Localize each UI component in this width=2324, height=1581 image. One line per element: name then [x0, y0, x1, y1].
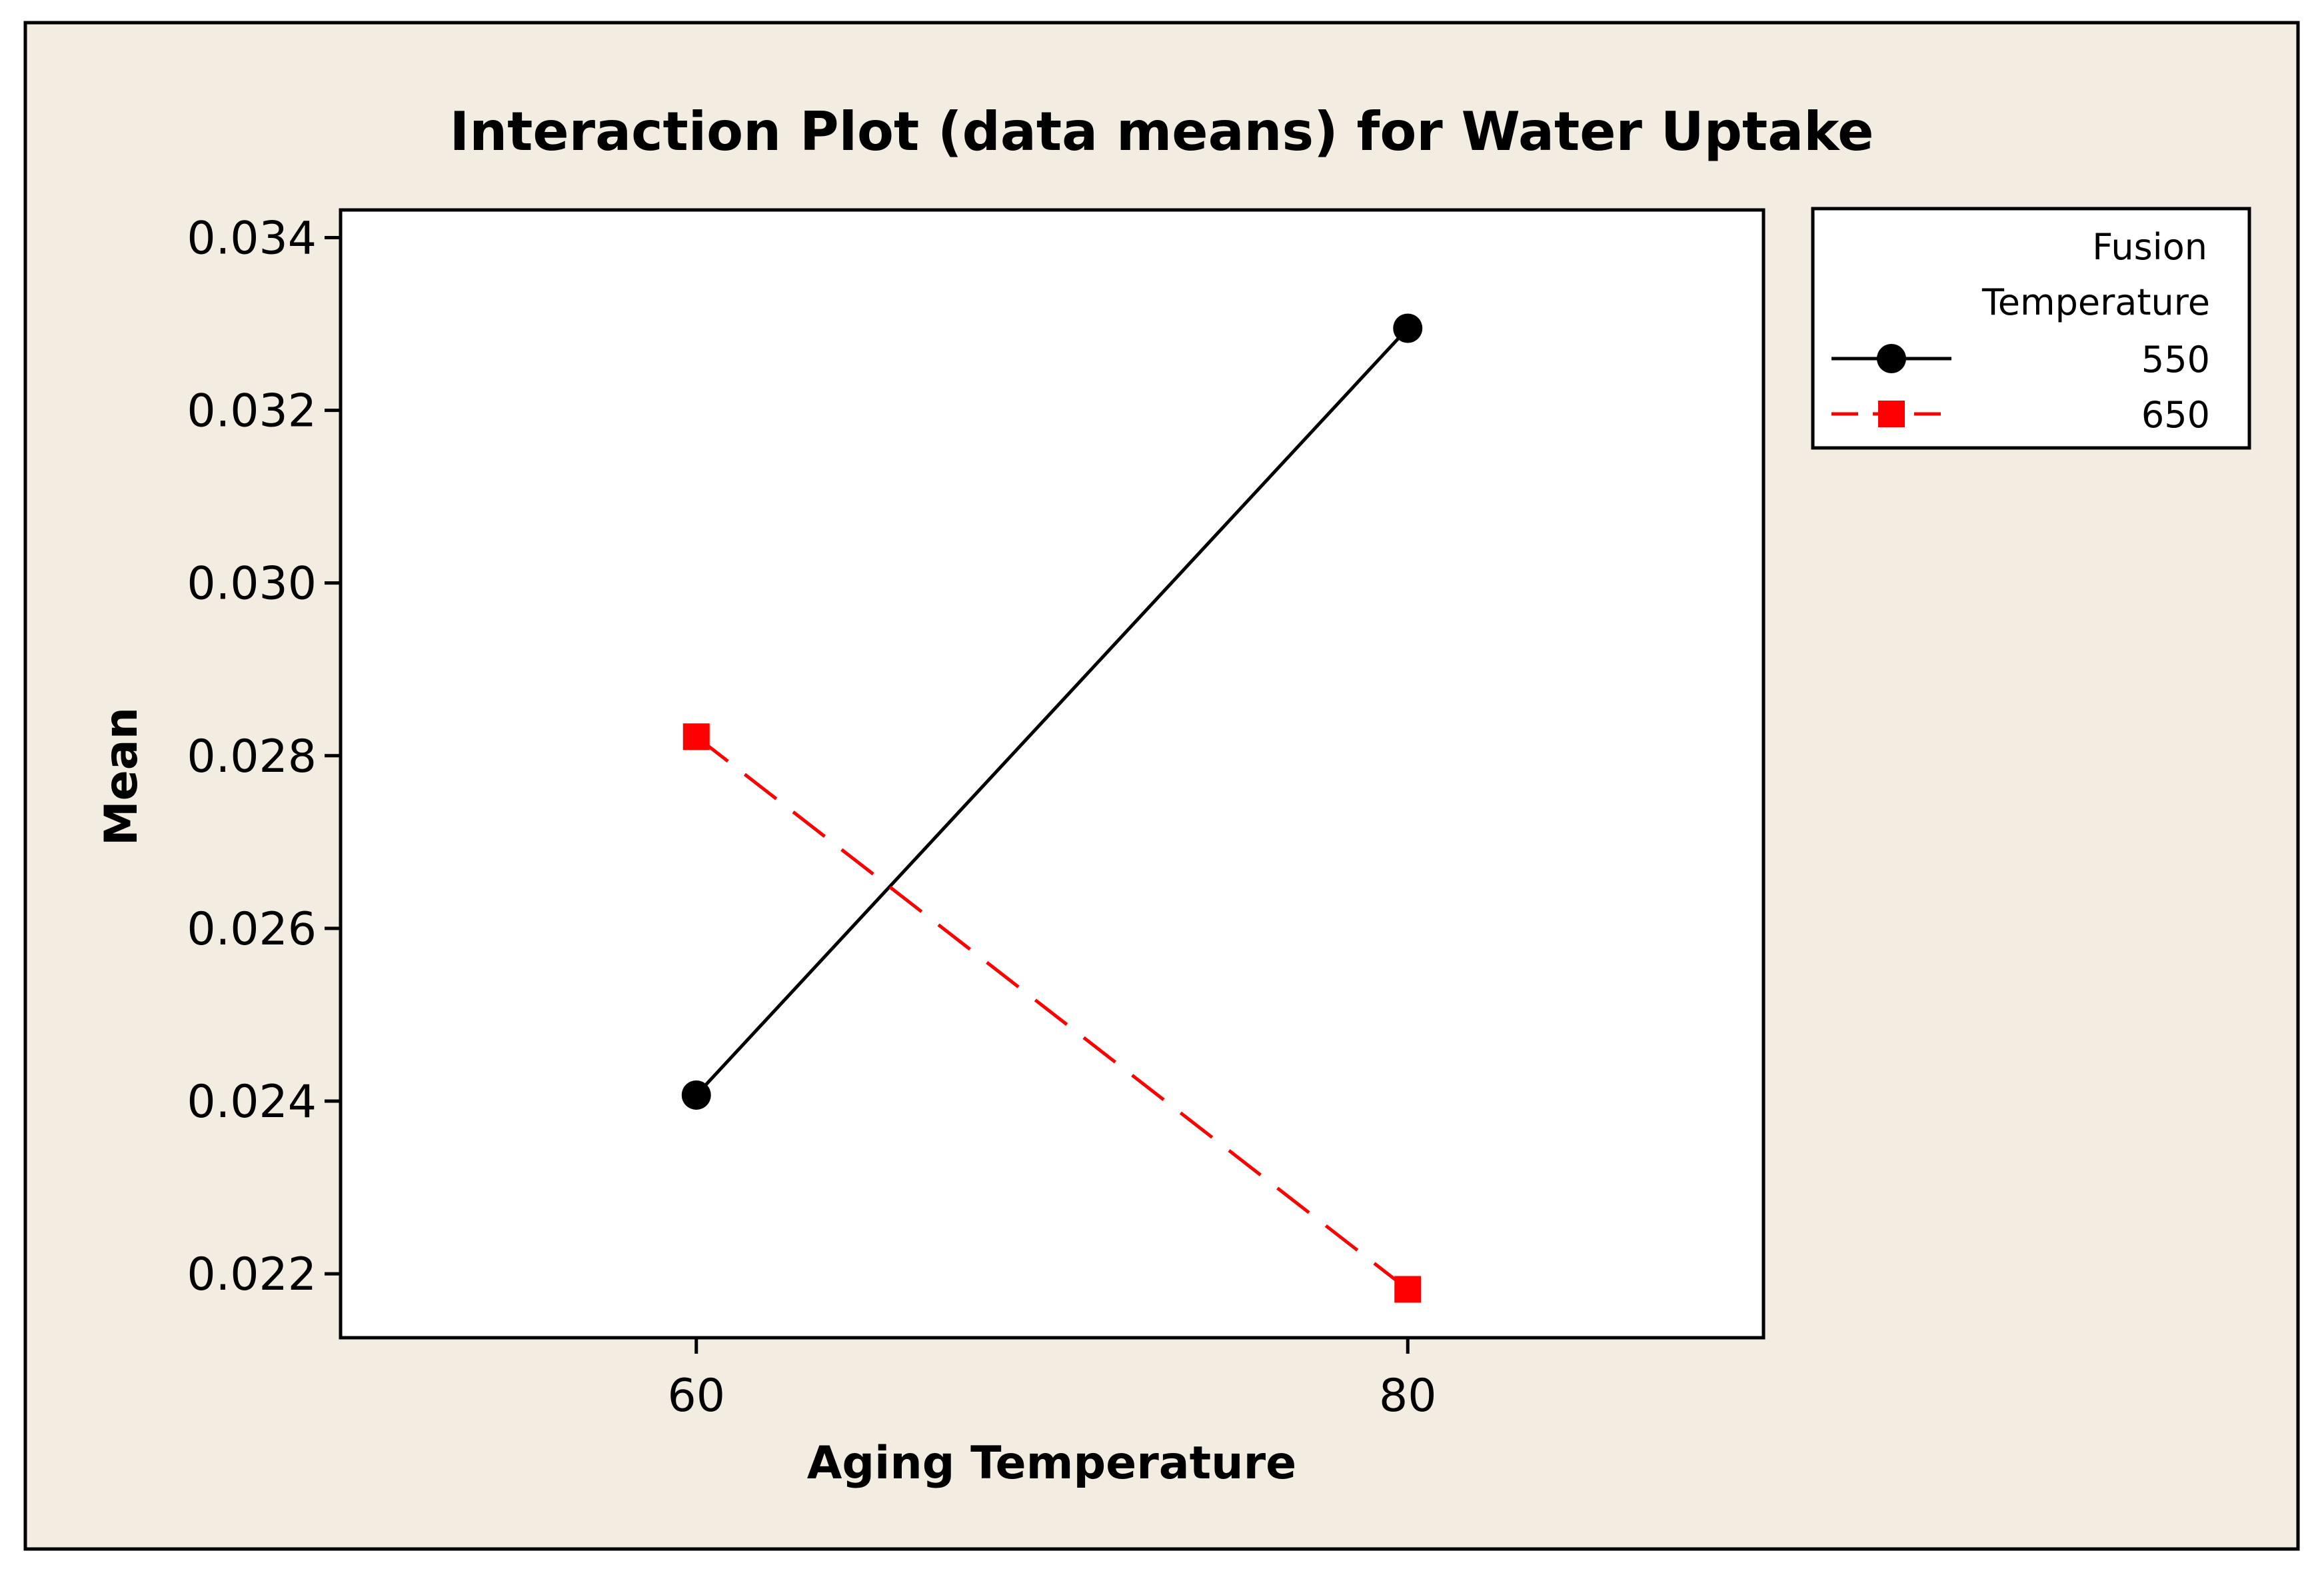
y-tick-label: 0.022 — [187, 1248, 317, 1301]
legend-title-line2: Temperature — [1981, 281, 2210, 323]
y-tick-label: 0.026 — [187, 903, 317, 956]
y-tick-label: 0.028 — [187, 731, 317, 783]
legend-label-650: 650 — [2141, 394, 2210, 436]
legend-marker-550 — [1877, 344, 1906, 373]
y-tick-label: 0.024 — [187, 1076, 317, 1128]
series-line-650 — [695, 735, 1409, 1291]
series-layer — [681, 313, 1423, 1303]
legend-marker-650 — [1878, 401, 1905, 427]
chart-title: Interaction Plot (data means) for Water … — [449, 101, 1873, 163]
data-point-650 — [1394, 1276, 1422, 1303]
x-axis: 60 80 — [667, 1338, 1437, 1422]
x-tick-label: 80 — [1379, 1370, 1437, 1422]
data-point-650 — [682, 723, 710, 751]
plot-area — [339, 208, 1765, 1340]
legend-label-550: 550 — [2141, 339, 2210, 381]
x-axis-label: Aging Temperature — [807, 1437, 1297, 1490]
y-axis-label: Mean — [95, 707, 148, 846]
y-axis: 0.022 0.024 0.026 0.028 0.030 0.032 0.034 — [187, 212, 341, 1301]
y-tick-label: 0.030 — [187, 558, 317, 611]
y-tick-label: 0.034 — [187, 212, 317, 265]
y-tick-label: 0.032 — [187, 385, 317, 438]
series-line-550 — [694, 327, 1410, 1096]
x-tick-label: 60 — [667, 1370, 725, 1422]
data-point-550 — [1393, 313, 1423, 343]
data-point-550 — [681, 1080, 711, 1110]
legend-title-line1: Fusion — [2092, 226, 2207, 268]
